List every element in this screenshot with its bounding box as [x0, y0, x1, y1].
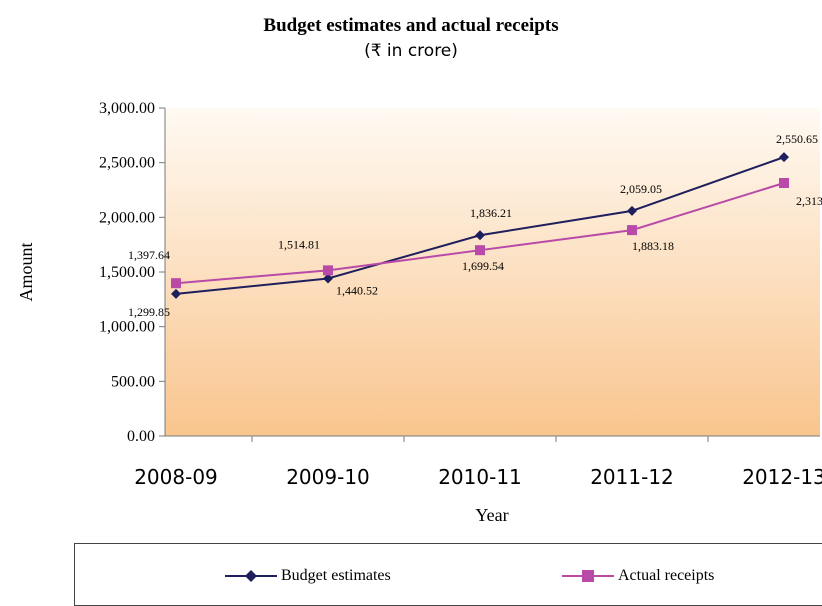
y-tick-label: 1,000.00 [99, 319, 155, 336]
data-label: 1,883.18 [632, 239, 674, 253]
data-point [779, 178, 789, 189]
y-tick-label: 3,000.00 [99, 100, 155, 117]
x-axis-label: Year [475, 505, 508, 525]
chart-title: Budget estimates and actual receipts [263, 15, 559, 36]
legend-label: Budget estimates [281, 567, 391, 584]
data-point [323, 273, 333, 284]
chart-legend: Budget estimates Actual receipts [74, 543, 822, 606]
data-label: 1,440.52 [336, 284, 378, 298]
plot-area [165, 108, 820, 436]
chart-subtitle: (₹ in crore) [364, 41, 458, 61]
data-point [171, 288, 181, 299]
data-point [475, 245, 485, 256]
data-point [171, 278, 181, 289]
x-tick-label: 2010-11 [438, 465, 522, 489]
data-label: 1,299.85 [128, 305, 170, 319]
y-tick-label: 0.00 [127, 428, 155, 445]
data-label: 2,550.65 [776, 132, 818, 146]
y-tick-label: 2,500.00 [99, 155, 155, 172]
data-label: 2,313.95 [796, 194, 822, 208]
y-tick-label: 1,500.00 [99, 264, 155, 281]
line-chart: 0.00 500.00 1,000.00 1,500.00 2,000.00 2,500.… [16, 100, 822, 525]
x-tick-label: 2011-12 [590, 465, 674, 489]
data-point [779, 152, 789, 163]
legend-item-budget: Budget estimates [225, 567, 391, 585]
data-point [627, 225, 637, 236]
data-label: 1,397.64 [128, 248, 170, 262]
x-tick-label: 2012-13 [742, 465, 822, 489]
legend-label: Actual receipts [618, 567, 715, 584]
x-tick-label: 2009-10 [286, 465, 370, 489]
y-tick-label: 500.00 [111, 373, 155, 390]
data-label: 1,514.81 [278, 237, 320, 251]
data-label: 2,059.05 [620, 182, 662, 196]
data-label: 1,836.21 [470, 206, 512, 220]
legend-line-diamond-icon [225, 570, 277, 582]
y-axis-label: Amount [16, 242, 36, 301]
data-label: 1,699.54 [462, 259, 504, 273]
data-point [627, 205, 637, 216]
data-point [475, 230, 485, 241]
y-tick-label: 2,000.00 [99, 209, 155, 226]
legend-line-square-icon [562, 570, 614, 582]
data-point [323, 265, 333, 276]
x-tick-label: 2008-09 [134, 465, 218, 489]
legend-item-actual: Actual receipts [562, 567, 714, 585]
